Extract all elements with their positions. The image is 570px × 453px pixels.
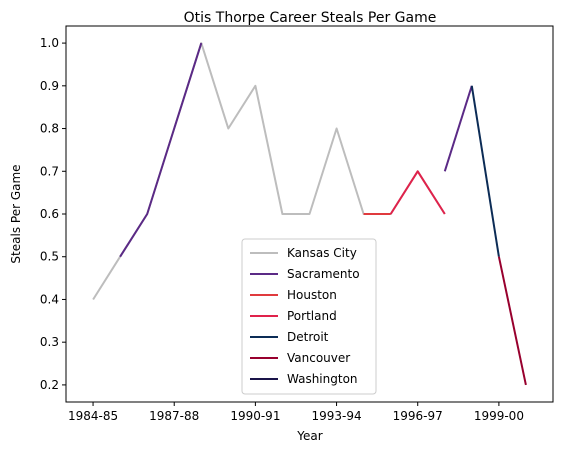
series-line-sacramento [119,42,203,258]
x-tick-label: 1990-91 [230,409,280,423]
legend-box [241,238,377,395]
y-axis: 0.2 0.3 0.4 0.5 0.6 0.7 0.8 0.9 1.0 [40,36,66,392]
x-tick-label: 1993-94 [311,409,361,423]
legend-label: Portland [287,309,337,323]
legend: Kansas City Sacramento Houston Portland Detr… [241,238,377,395]
legend-label: Kansas City [287,246,357,260]
y-axis-label: Steals Per Game [9,164,23,263]
chart-title: Otis Thorpe Career Steals Per Game [184,10,437,26]
series-line-detroit [470,85,500,257]
y-tick-label: 0.3 [40,335,59,349]
legend-label: Sacramento [287,267,360,281]
x-tick-label: 1999-00 [474,409,524,423]
x-axis: 1984-85 1987-88 1990-91 1993-94 1996-97 1999-… [68,402,524,423]
x-axis-label: Year [296,429,322,443]
legend-label: Houston [287,288,337,302]
y-tick-label: 0.8 [40,122,59,136]
y-tick-label: 0.5 [40,250,59,264]
legend-label: Washington [287,372,358,386]
y-tick-label: 0.4 [40,292,59,306]
series-line-portland [389,170,446,215]
x-tick-label: 1987-88 [149,409,199,423]
series-line-vancouver [497,256,527,386]
legend-label: Detroit [287,330,329,344]
series-line-sacramento-2 [443,85,473,172]
y-tick-label: 0.7 [40,164,59,178]
y-tick-label: 1.0 [40,36,59,50]
x-tick-label: 1996-97 [393,409,443,423]
y-tick-label: 0.6 [40,207,59,221]
y-tick-label: 0.2 [40,378,59,392]
series-lines [92,42,527,386]
x-tick-label: 1984-85 [68,409,118,423]
y-tick-label: 0.9 [40,79,59,93]
legend-label: Vancouver [287,351,350,365]
